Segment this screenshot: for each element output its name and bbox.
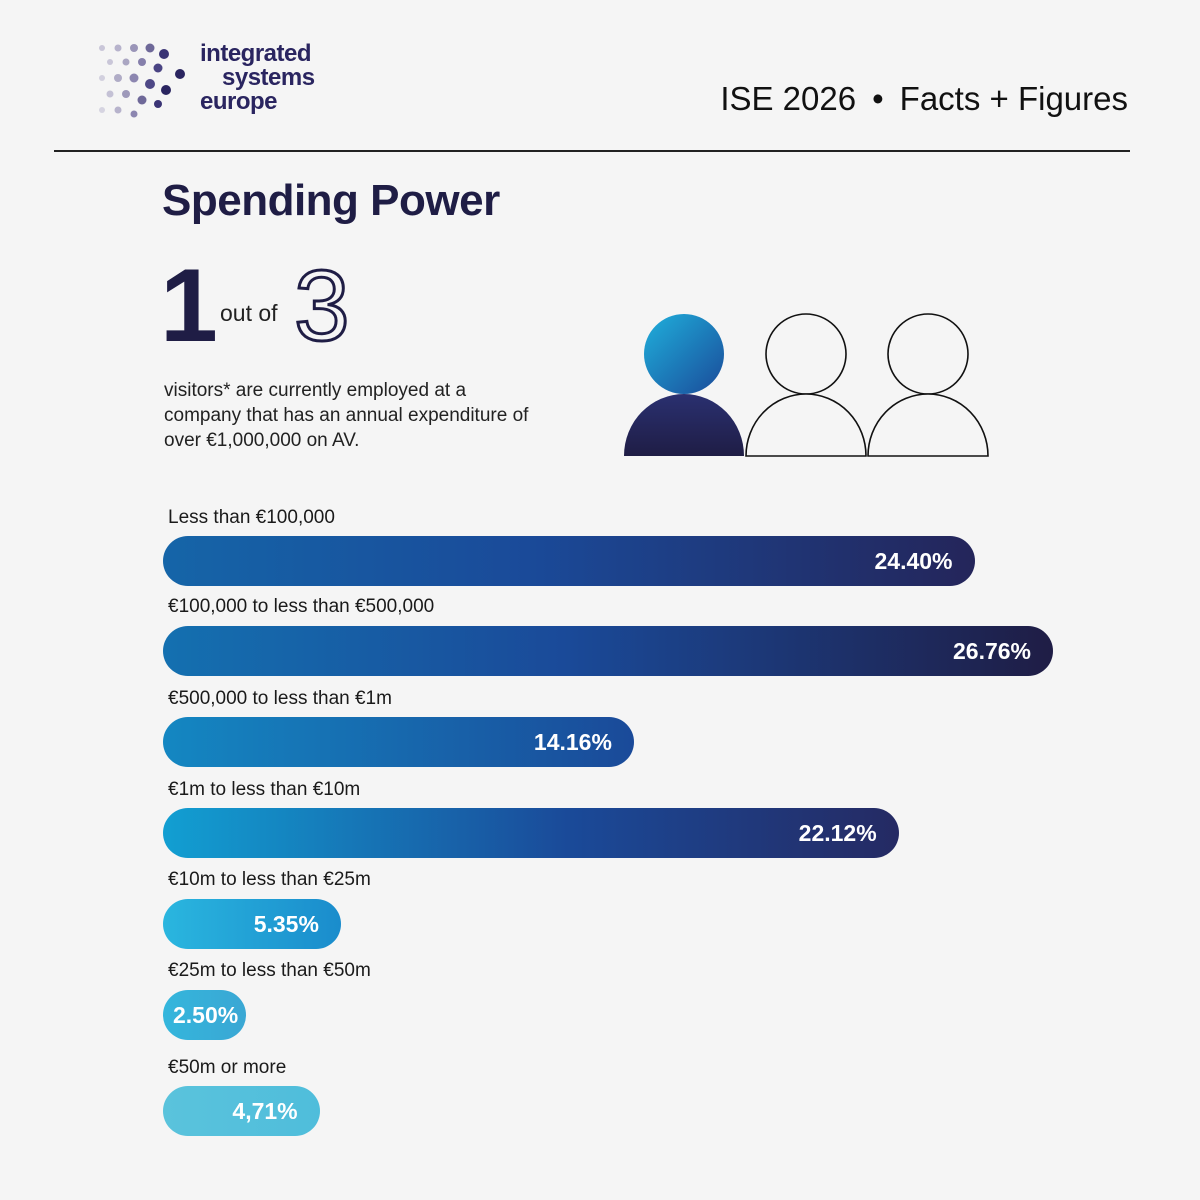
- person-head: [644, 314, 724, 394]
- logo-dot: [161, 85, 171, 95]
- person-body: [624, 394, 744, 456]
- stat-description: visitors* are currently employed at a co…: [164, 380, 529, 451]
- people-pictogram: [624, 313, 989, 457]
- logo-dot: [145, 43, 155, 53]
- logo-dot: [137, 95, 147, 105]
- logo-dot: [175, 69, 185, 79]
- person-outline-icon: [745, 313, 867, 457]
- bar: 14.16%: [163, 717, 634, 767]
- event-name: ISE 2026: [720, 80, 857, 117]
- logo-dot: [153, 63, 163, 73]
- logo-dot: [99, 107, 105, 113]
- logo-dot: [145, 79, 155, 89]
- logo-dot: [122, 90, 130, 98]
- person-highlighted-icon: [624, 314, 744, 456]
- bar-category-label: €1m to less than €10m: [168, 779, 361, 800]
- bar-value-label: 24.40%: [874, 548, 953, 574]
- person-body: [867, 393, 989, 457]
- bar-value-label: 26.76%: [952, 638, 1031, 664]
- header-title: ISE 2026 • Facts + Figures: [720, 80, 1128, 118]
- logo-dot: [114, 44, 122, 52]
- bar-category-label: €100,000 to less than €500,000: [168, 596, 435, 617]
- bar-value-label: 22.12%: [798, 820, 877, 846]
- header-divider: [54, 150, 1130, 152]
- logo-line-3: europe: [200, 88, 278, 115]
- logo-dot: [138, 58, 146, 66]
- bar-value-label: 5.35%: [253, 911, 319, 937]
- person-outline-icon: [867, 313, 989, 457]
- bar: 22.12%: [163, 808, 899, 858]
- stat-connector: out of: [220, 300, 278, 326]
- logo-line-1: integrated: [200, 40, 312, 67]
- stat-ratio: 1 out of 3: [160, 254, 380, 362]
- logo-dots-icon: [99, 43, 185, 118]
- bar-category-label: €25m to less than €50m: [168, 960, 371, 981]
- bar: 2.50%: [163, 990, 247, 1040]
- header-separator: •: [872, 80, 884, 117]
- logo-dot: [130, 110, 138, 118]
- bar: 26.76%: [163, 626, 1053, 676]
- logo-dot: [99, 45, 105, 51]
- logo-dot: [122, 58, 130, 66]
- bar-value-label: 2.50%: [173, 1002, 239, 1028]
- bar: 24.40%: [163, 536, 975, 586]
- bar-category-label: €10m to less than €25m: [168, 869, 371, 890]
- logo-dot: [107, 59, 113, 65]
- logo-dot: [130, 44, 138, 52]
- logo-line-2: systems: [222, 64, 315, 91]
- person-head: [887, 313, 969, 395]
- person-body: [745, 393, 867, 457]
- logo-dot: [159, 49, 169, 59]
- person-head: [765, 313, 847, 395]
- logo-dot: [114, 74, 122, 82]
- stat-denominator: 3: [293, 250, 352, 362]
- bar-value-label: 14.16%: [533, 729, 612, 755]
- bar: 4,71%: [163, 1086, 320, 1136]
- page-title: Spending Power: [162, 176, 500, 225]
- stat-numerator: 1: [160, 248, 218, 364]
- logo-dot: [99, 75, 105, 81]
- logo-dot: [154, 100, 162, 108]
- logo-dot: [106, 90, 114, 98]
- bar-category-label: €500,000 to less than €1m: [168, 688, 392, 709]
- logo-dot: [129, 73, 139, 83]
- bar-category-label: Less than €100,000: [168, 507, 335, 528]
- logo-dot: [114, 106, 122, 114]
- logo-wordmark: integrated systems europe: [200, 42, 315, 114]
- bar-category-label: €50m or more: [168, 1057, 287, 1078]
- bar: 5.35%: [163, 899, 341, 949]
- bar-value-label: 4,71%: [232, 1098, 298, 1124]
- section-name: Facts + Figures: [899, 80, 1128, 117]
- ise-logo: integrated systems europe: [96, 40, 346, 120]
